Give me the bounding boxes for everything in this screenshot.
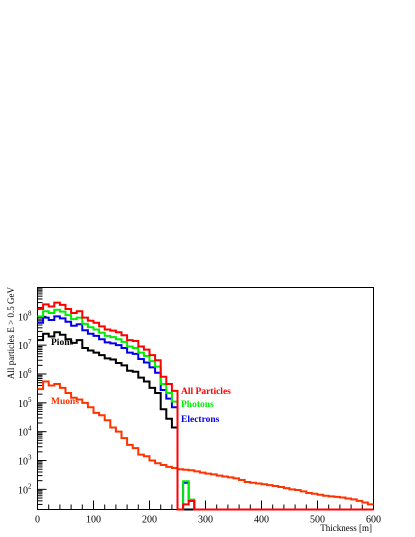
x-tick-label: 600 [366,515,381,526]
label-pions: Pions [51,338,73,348]
y-tick-label: 102 [18,482,32,496]
series-lines [37,301,374,511]
label-all-particles: All Particles [181,387,231,397]
y-tick-label: 106 [18,367,32,381]
y-tick-label: 103 [18,454,32,468]
y-axis-title: All particles E > 0.5 GeV [6,287,16,380]
y-tick-label: 105 [18,396,32,410]
y-tick-label: 104 [18,425,32,439]
x-tick-label: 500 [310,515,325,526]
x-tick-label: 100 [86,515,101,526]
x-tick-label: 400 [254,515,269,526]
x-tick-label: 200 [142,515,157,526]
series-all-particles [37,301,374,511]
y-tick-label: 107 [18,338,32,352]
series-electrons [37,315,374,511]
series-muons [37,380,374,506]
x-tick-label: 300 [198,515,213,526]
y-tick-label: 108 [18,309,32,323]
label-photons: Photons [181,400,214,410]
axis-ticks: 0 100 200 300 400 500 600 102 103 104 105 106 107 108 [18,287,381,526]
x-axis-title: Thickness [m] [320,523,372,533]
x-tick-label: 0 [35,515,40,526]
label-muons: Muons [51,397,79,407]
label-electrons: Electrons [181,415,220,425]
